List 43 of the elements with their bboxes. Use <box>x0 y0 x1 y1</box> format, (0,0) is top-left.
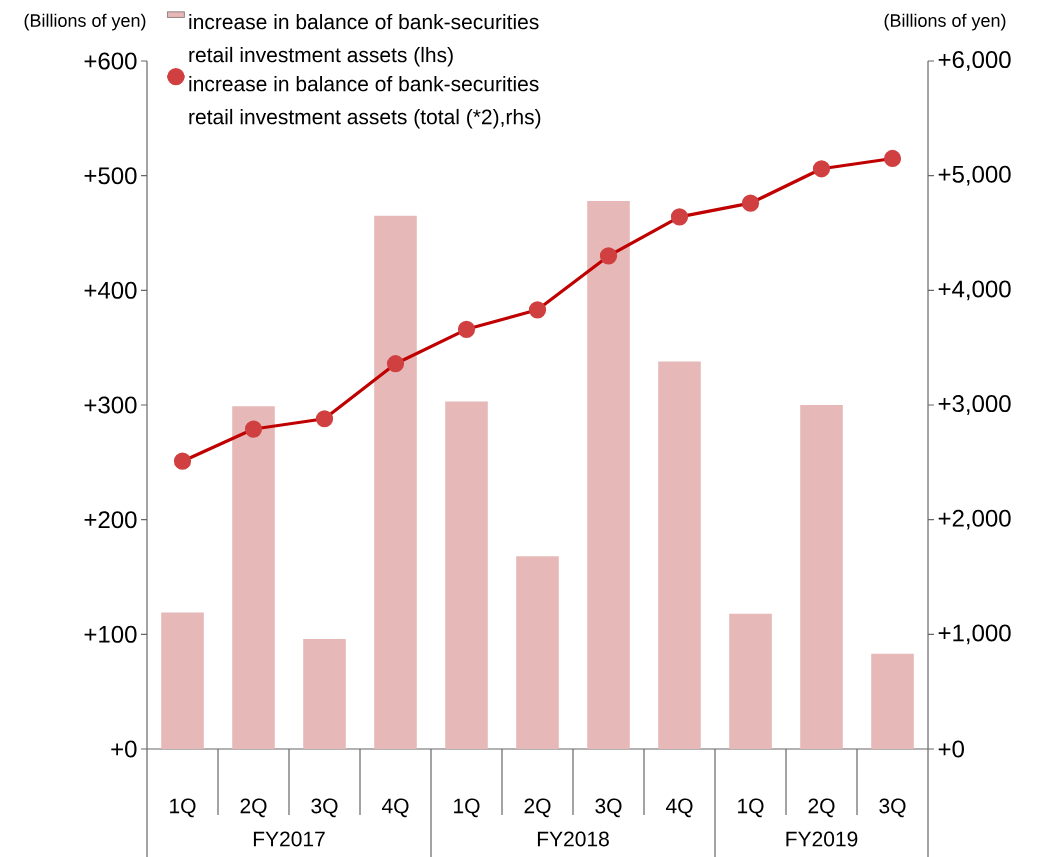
y2-tick-label: +6,000 <box>938 51 1011 71</box>
x-tick-label: 1Q <box>170 798 196 818</box>
x-tick-label: 4Q <box>381 798 409 818</box>
bar <box>516 556 559 749</box>
y2-tick-label: +0 <box>938 740 964 758</box>
bar <box>161 612 204 749</box>
bar <box>445 401 488 749</box>
x-tick-label: 3Q <box>311 798 338 818</box>
x-tick-label: 1Q <box>738 798 764 818</box>
y-tick-label: +300 <box>84 396 137 414</box>
bar <box>232 406 275 749</box>
y2-axis-title: (Billions of yen) <box>884 13 1006 31</box>
bar <box>658 361 701 749</box>
y2-tick-label: +2,000 <box>938 509 1011 530</box>
x-tick-label: 3Q <box>595 798 622 818</box>
text: FY2018 <box>537 831 609 847</box>
bar <box>374 215 417 749</box>
x-tick-label: 2Q <box>524 798 551 818</box>
y-tick-label: +400 <box>84 281 137 299</box>
x-tick-label: 1Q <box>454 798 480 818</box>
legend-label: increase in balance of bank-securities retail investment assets (lhs) <box>189 13 539 67</box>
legend-label: increase in balance of bank-securities retail investment assets (total (*2),rhs) <box>189 75 541 129</box>
x-tick-label: 2Q <box>808 798 835 818</box>
y2-tick-label: +3,000 <box>938 395 1011 415</box>
bar <box>303 638 346 749</box>
y2-tick-label: +1,000 <box>938 624 1011 645</box>
y-tick-label: +500 <box>84 167 137 185</box>
text: FY2019 <box>786 831 858 847</box>
text: FY2017 <box>253 831 325 847</box>
y2-tick-label: +4,000 <box>938 280 1011 301</box>
bar <box>871 653 914 749</box>
y-tick-label: +200 <box>84 511 137 529</box>
x-tick-label: 4Q <box>665 798 693 818</box>
bar <box>729 613 772 749</box>
bar <box>800 405 843 749</box>
y-axis-title: (Billions of yen) <box>24 13 146 31</box>
y2-tick-label: +5,000 <box>938 165 1011 186</box>
y-tick-label: +600 <box>84 52 137 70</box>
y-tick-label: +0 <box>111 740 137 758</box>
x-tick-label: 3Q <box>879 798 906 818</box>
x-tick-label: 2Q <box>240 798 267 818</box>
y-tick-label: +100 <box>84 625 137 643</box>
bar <box>587 200 630 749</box>
